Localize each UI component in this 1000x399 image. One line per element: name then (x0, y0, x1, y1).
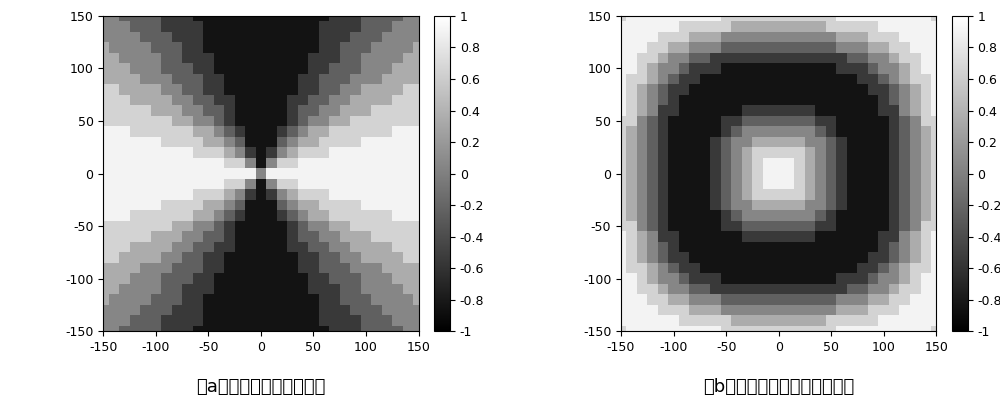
Text: （a）马鞍曲面固有矩分布: （a）马鞍曲面固有矩分布 (196, 378, 326, 397)
Text: （b）复杂离散曲面固有矩分布: （b）复杂离散曲面固有矩分布 (703, 378, 854, 397)
